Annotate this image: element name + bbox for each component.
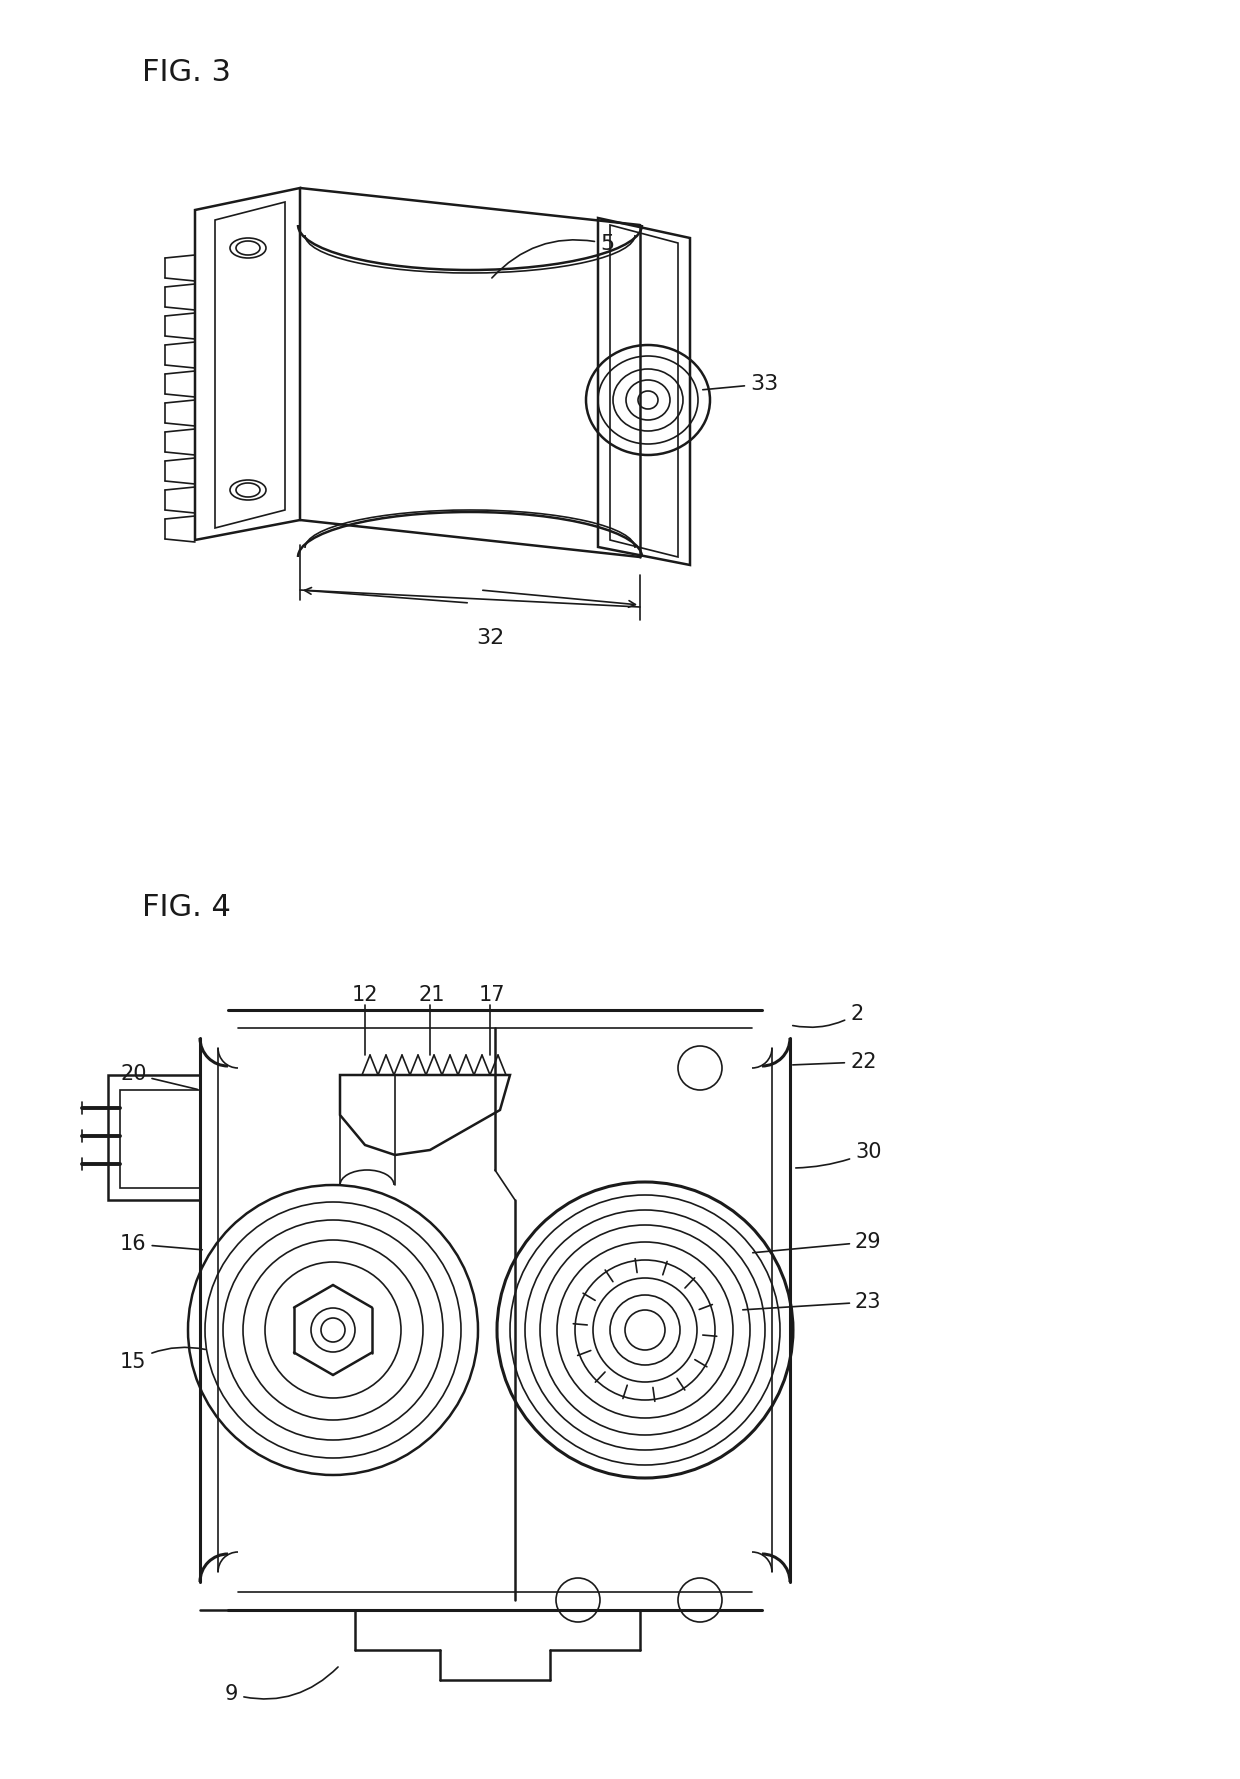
Text: 32: 32: [476, 628, 505, 648]
Text: 21: 21: [419, 986, 445, 1005]
Text: 29: 29: [753, 1233, 882, 1252]
Text: 22: 22: [792, 1051, 877, 1073]
Text: 20: 20: [120, 1064, 197, 1089]
Text: 23: 23: [743, 1292, 882, 1311]
Text: 17: 17: [479, 986, 505, 1005]
Text: 16: 16: [120, 1235, 202, 1254]
Text: FIG. 3: FIG. 3: [143, 59, 231, 87]
Text: 5: 5: [492, 235, 614, 278]
Text: 9: 9: [224, 1667, 339, 1704]
Text: 15: 15: [120, 1347, 206, 1372]
Text: 30: 30: [796, 1142, 882, 1169]
Text: FIG. 4: FIG. 4: [143, 893, 231, 922]
Text: 33: 33: [703, 374, 779, 393]
Text: 12: 12: [352, 986, 378, 1005]
Text: 2: 2: [792, 1003, 863, 1026]
